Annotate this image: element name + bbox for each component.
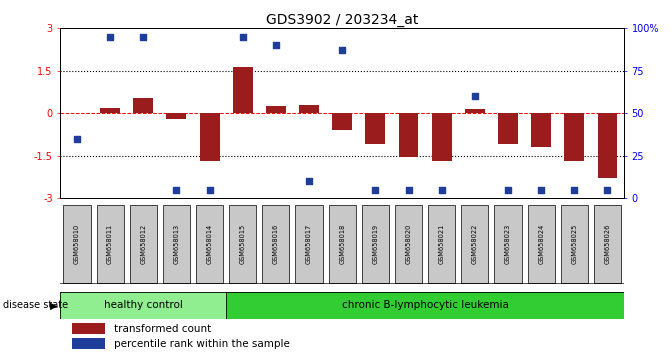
Point	[569, 187, 580, 193]
Bar	[130, 205, 157, 283]
Bar	[63, 205, 91, 283]
Point	[171, 187, 182, 193]
Bar	[564, 113, 584, 161]
Bar	[399, 113, 419, 157]
Bar	[266, 106, 286, 113]
Title: GDS3902 / 203234_at: GDS3902 / 203234_at	[266, 13, 419, 27]
Bar	[465, 109, 484, 113]
Bar	[461, 205, 488, 283]
Point	[138, 34, 149, 40]
Bar	[200, 113, 219, 161]
Text: GSM658011: GSM658011	[107, 224, 113, 264]
Bar	[332, 113, 352, 130]
Point	[270, 42, 281, 48]
Point	[436, 187, 447, 193]
Text: healthy control: healthy control	[104, 300, 183, 310]
Point	[535, 187, 546, 193]
Point	[72, 136, 83, 142]
Text: GSM658026: GSM658026	[605, 224, 611, 264]
Text: chronic B-lymphocytic leukemia: chronic B-lymphocytic leukemia	[342, 300, 509, 310]
Bar	[428, 205, 455, 283]
Text: GSM658025: GSM658025	[571, 224, 577, 264]
Bar	[362, 205, 389, 283]
Bar	[561, 205, 588, 283]
Point	[337, 47, 348, 53]
Bar	[431, 113, 452, 161]
Text: GSM658018: GSM658018	[340, 224, 345, 264]
Text: GSM658012: GSM658012	[140, 224, 146, 264]
Bar	[329, 205, 356, 283]
Text: GSM658015: GSM658015	[240, 224, 246, 264]
Bar	[366, 113, 385, 144]
Bar	[527, 205, 555, 283]
Bar	[72, 324, 105, 334]
Point	[204, 187, 215, 193]
Bar	[597, 113, 617, 178]
Bar	[72, 338, 105, 349]
Text: GSM658023: GSM658023	[505, 224, 511, 264]
Text: disease state: disease state	[3, 300, 68, 310]
Bar	[134, 98, 153, 113]
Text: percentile rank within the sample: percentile rank within the sample	[114, 339, 290, 349]
Point	[238, 34, 248, 40]
Point	[370, 187, 380, 193]
Text: transformed count: transformed count	[114, 324, 211, 334]
Text: GSM658024: GSM658024	[538, 224, 544, 264]
Point	[403, 187, 414, 193]
Text: GSM658020: GSM658020	[405, 224, 411, 264]
Text: ▶: ▶	[50, 300, 57, 310]
Bar	[100, 108, 120, 113]
Bar	[166, 113, 187, 119]
Text: GSM658010: GSM658010	[74, 224, 80, 264]
Bar	[97, 205, 123, 283]
Bar	[229, 205, 256, 283]
Bar	[299, 105, 319, 113]
Bar	[295, 205, 323, 283]
Bar	[395, 205, 422, 283]
Bar	[531, 113, 551, 147]
Bar	[226, 292, 624, 319]
Text: GSM658016: GSM658016	[273, 224, 279, 264]
Point	[304, 178, 315, 184]
Text: GSM658013: GSM658013	[173, 224, 179, 264]
Bar	[163, 205, 190, 283]
Point	[503, 187, 513, 193]
Bar	[196, 205, 223, 283]
Bar	[60, 292, 226, 319]
Bar	[498, 113, 518, 144]
Point	[105, 34, 115, 40]
Bar	[233, 67, 253, 113]
Bar	[495, 205, 521, 283]
Text: GSM658017: GSM658017	[306, 224, 312, 264]
Text: GSM658022: GSM658022	[472, 224, 478, 264]
Bar	[594, 205, 621, 283]
Text: GSM658021: GSM658021	[439, 224, 445, 264]
Text: GSM658014: GSM658014	[207, 224, 213, 264]
Bar	[262, 205, 289, 283]
Text: GSM658019: GSM658019	[372, 224, 378, 264]
Point	[602, 187, 613, 193]
Point	[470, 93, 480, 99]
